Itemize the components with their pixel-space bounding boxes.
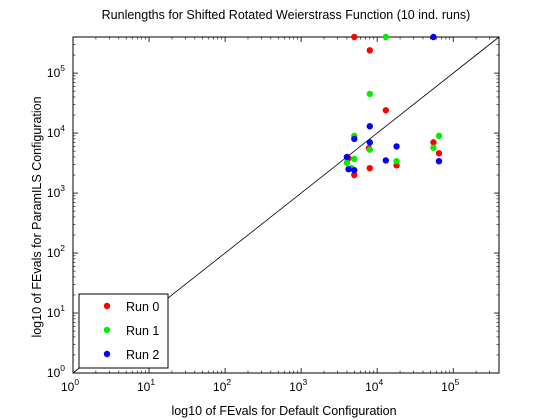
data-point-run-1 (430, 144, 437, 151)
y-axis-ticks: 100 101 102 103 104 105 (47, 36, 499, 380)
legend-label-run-0: Run 0 (126, 300, 159, 314)
data-point-run-2 (393, 143, 400, 150)
data-point-run-1 (343, 159, 351, 166)
legend: Run 0 Run 1 Run 2 (78, 293, 169, 369)
x-tick-label: 102 (213, 377, 231, 394)
legend-marker-run-0 (103, 302, 111, 310)
legend-box (78, 293, 169, 369)
data-point-run-2 (351, 135, 358, 143)
data-point-run-2 (435, 157, 443, 165)
data-point-run-1 (435, 132, 443, 140)
legend-marker-run-1 (103, 326, 111, 334)
data-point-run-1 (393, 157, 400, 165)
legend-label-run-2: Run 2 (126, 348, 159, 362)
data-point-run-0 (382, 107, 390, 114)
data-point-run-0 (430, 139, 437, 146)
legend-label-run-1: Run 1 (126, 324, 159, 338)
data-point-run-2 (366, 123, 374, 130)
data-point-run-0 (351, 33, 358, 41)
y-tick-label: 104 (47, 123, 65, 140)
y-tick-label: 100 (47, 363, 65, 380)
data-point-run-2 (430, 33, 437, 41)
y-axis-label: log10 of FEvals for ParamILS Configurati… (30, 96, 44, 337)
y-tick-label: 105 (47, 63, 65, 80)
data-point-run-0 (366, 47, 374, 54)
data-point-run-1 (366, 146, 374, 153)
data-point-run-1 (366, 90, 374, 98)
data-point-run-2 (382, 157, 390, 164)
y-tick-label: 101 (47, 303, 65, 320)
x-tick-label: 101 (137, 377, 155, 394)
y-tick-label: 103 (47, 183, 65, 200)
data-points (343, 33, 443, 179)
data-point-run-2 (343, 153, 351, 161)
chart-title: Runlengths for Shifted Rotated Weierstra… (102, 8, 471, 22)
x-axis-label: log10 of FEvals for Default Configuratio… (171, 404, 396, 418)
x-axis-ticks: 100 101 102 103 104 105 (61, 37, 500, 394)
data-point-run-1 (351, 155, 358, 163)
data-point-run-1 (382, 33, 390, 41)
x-tick-label: 103 (289, 377, 307, 394)
data-point-run-0 (366, 164, 374, 172)
data-point-run-0 (435, 150, 443, 157)
x-tick-label: 105 (441, 377, 459, 394)
data-point-run-2 (345, 165, 352, 173)
data-point-run-0 (351, 171, 358, 179)
y-tick-label: 102 (47, 243, 65, 260)
data-point-run-2 (351, 167, 358, 174)
x-tick-label: 100 (61, 377, 79, 394)
x-tick-label: 104 (365, 377, 383, 394)
data-point-run-2 (366, 139, 374, 146)
legend-marker-run-2 (103, 350, 111, 358)
